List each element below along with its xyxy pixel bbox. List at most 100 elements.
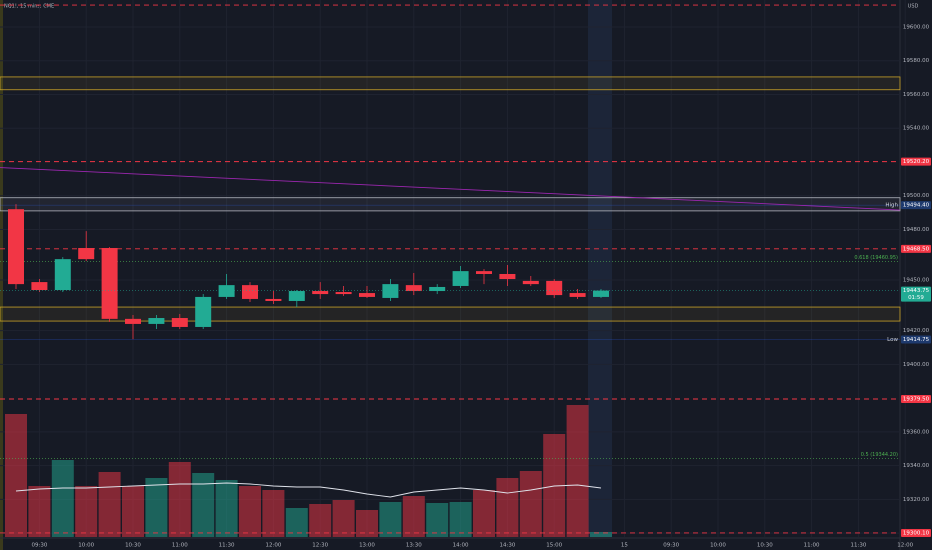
level-label: 19468.50 <box>903 246 930 252</box>
x-tick-label: 09:30 <box>663 543 679 549</box>
session-edge <box>0 0 3 550</box>
y-tick-label: 19360.00 <box>903 429 930 435</box>
candle-body <box>218 285 235 297</box>
candle-body <box>171 318 188 327</box>
y-tick-label: 19480.00 <box>903 227 930 233</box>
volume-bar <box>566 405 589 537</box>
candle-body <box>499 273 516 280</box>
x-tick-label: 14:00 <box>453 543 469 549</box>
zone <box>0 76 901 91</box>
chart-title: NQ1!, 15 mins, CME <box>4 4 54 10</box>
zone <box>0 306 901 322</box>
candle-body <box>522 280 539 285</box>
x-tick-label: 12:00 <box>897 543 913 549</box>
volume-bar <box>145 478 168 537</box>
x-tick-label: 10:00 <box>710 543 726 549</box>
high_marker-label: 19494.40 <box>903 203 930 209</box>
volume-bar <box>168 462 191 537</box>
x-tick-label: 11:30 <box>850 543 866 549</box>
zone <box>0 197 901 212</box>
y-tick-label: 19500.00 <box>903 193 930 199</box>
candle-body <box>382 284 399 298</box>
volume-bar <box>75 486 98 537</box>
y-tick-label: 19450.00 <box>903 278 930 284</box>
candle-body <box>569 293 586 297</box>
candle-body <box>546 280 563 296</box>
level-label: 19300.10 <box>903 530 930 536</box>
low_marker-tag <box>901 335 931 344</box>
y-tick-label: 19600.00 <box>903 24 930 30</box>
volume-bar <box>590 532 612 537</box>
x-tick-label: 09:30 <box>31 543 47 549</box>
candle-body <box>125 318 141 324</box>
x-tick-label: 11:00 <box>804 543 820 549</box>
x-tick-label: 14:30 <box>499 543 515 549</box>
candle-body <box>54 259 71 291</box>
volume-bar <box>192 473 215 537</box>
x-tick-label: 11:30 <box>219 543 235 549</box>
candle-body <box>429 286 446 292</box>
currency: USD <box>908 4 919 10</box>
x-tick-label: 12:30 <box>312 543 328 549</box>
x-tick-label: 10:00 <box>78 543 94 549</box>
volume-bar <box>356 510 378 537</box>
volume-bar <box>332 500 355 537</box>
candle-body <box>312 291 329 295</box>
volume-bar <box>122 486 144 537</box>
volume-bar <box>215 480 238 537</box>
candle-body <box>359 293 375 297</box>
candle-body <box>452 271 469 286</box>
volume-bar <box>309 504 332 537</box>
y-tick-label: 19420.00 <box>903 328 930 334</box>
candle-body <box>101 248 118 319</box>
candle-body <box>148 318 165 324</box>
candle-body <box>288 291 305 301</box>
volume-bar <box>285 508 308 537</box>
level-tag <box>901 528 931 537</box>
volume-bar <box>5 414 27 537</box>
volume-bar <box>519 471 542 537</box>
y-tick-label: 19340.00 <box>903 463 930 469</box>
fib-label: 0.618 (19460.95) <box>854 255 898 261</box>
candle-body <box>8 209 24 285</box>
volume-bar <box>262 490 285 537</box>
trendline <box>0 167 901 211</box>
x-tick-label: 15:00 <box>546 543 562 549</box>
level-tag <box>901 244 931 253</box>
volume-bar <box>239 486 261 537</box>
x-tick-label: 10:30 <box>757 543 773 549</box>
candle-body <box>593 290 609 297</box>
candle-body <box>265 298 282 301</box>
volume-bar <box>28 486 51 537</box>
level-tag <box>901 157 931 166</box>
fib-label: 0.5 (19344.20) <box>861 452 898 458</box>
countdown: 01:59 <box>908 295 924 301</box>
candle-body <box>476 271 492 274</box>
candle-body <box>195 296 212 327</box>
x-tick-label: 10:30 <box>125 543 141 549</box>
low_marker-name: Low <box>887 337 898 343</box>
y-tick-label: 19580.00 <box>903 58 930 64</box>
level-label: 19520.20 <box>903 159 930 165</box>
volume-bar <box>51 460 74 537</box>
candle-body <box>335 292 352 295</box>
x-tick-label: 15 <box>621 543 628 549</box>
y-tick-label: 19320.00 <box>903 497 930 503</box>
x-tick-label: 13:30 <box>406 543 422 549</box>
last-price-tag <box>901 286 931 302</box>
x-tick-label: 11:00 <box>172 543 188 549</box>
low_marker-label: 19414.75 <box>903 337 930 343</box>
level-label: 19379.50 <box>903 397 930 403</box>
volume-bar <box>449 502 472 537</box>
volume-ma-line <box>15 482 602 498</box>
x-tick-label: 13:00 <box>359 543 375 549</box>
volume-bar <box>379 502 402 537</box>
volume-bar <box>473 490 495 537</box>
high_marker-tag <box>901 201 931 210</box>
candle-body <box>31 282 48 291</box>
candle-body <box>78 248 95 260</box>
volume-bar <box>402 496 425 537</box>
volume-bar <box>496 478 519 537</box>
candle-body <box>405 285 422 292</box>
